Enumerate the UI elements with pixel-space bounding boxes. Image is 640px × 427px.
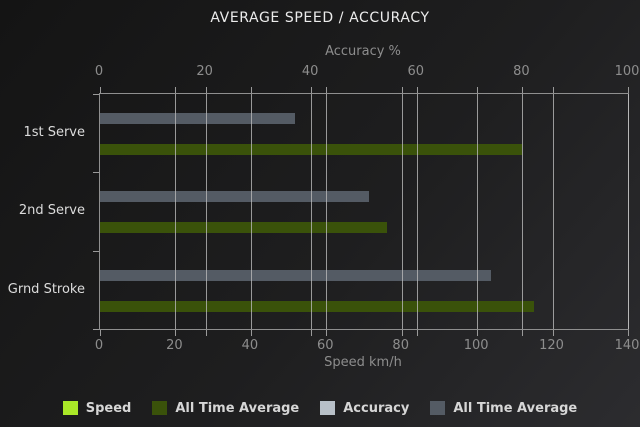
- bar-all-time-average: [100, 191, 369, 202]
- bottom-axis-tick-label: 120: [539, 338, 564, 353]
- bottom-scale-tick: [402, 330, 403, 336]
- top-scale-gridline: [417, 94, 418, 329]
- bottom-scale-tick: [175, 87, 176, 93]
- bottom-scale-gridline: [553, 94, 554, 329]
- bottom-axis-tick-label: 20: [166, 338, 183, 353]
- legend-item: All Time Average: [430, 401, 577, 416]
- bottom-scale-gridline: [175, 94, 176, 329]
- plot-area: [93, 87, 629, 336]
- top-scale-tick: [311, 87, 312, 93]
- bottom-axis-tick-label: 0: [94, 338, 104, 353]
- bottom-scale-tick: [326, 87, 327, 93]
- bottom-scale-tick: [628, 87, 629, 93]
- bottom-scale-tick: [100, 87, 101, 93]
- top-axis-tick-label: 100: [614, 64, 640, 79]
- bottom-scale-tick: [628, 330, 629, 336]
- legend-label: All Time Average: [453, 400, 578, 416]
- legend-label: Accuracy: [343, 400, 410, 416]
- bottom-scale-tick: [553, 330, 554, 336]
- bottom-scale-tick: [553, 87, 554, 93]
- bottom-scale-gridline: [628, 94, 629, 329]
- top-axis-title: Accuracy %: [325, 44, 401, 59]
- category-label: 2nd Serve: [18, 203, 85, 218]
- chart-title: AVERAGE SPEED / ACCURACY: [210, 10, 430, 26]
- top-scale-gridline: [522, 94, 523, 329]
- top-axis-tick-label: 0: [94, 64, 104, 79]
- category-boundary-tick: [93, 94, 99, 95]
- bottom-axis-title: Speed km/h: [324, 355, 402, 370]
- top-axis-tick-label: 20: [196, 64, 213, 79]
- category-label: 1st Serve: [23, 125, 85, 140]
- bar-all-time-average: [100, 222, 387, 233]
- legend: Speed All Time Average Accuracy All Time Av…: [0, 396, 640, 420]
- top-scale-gridline: [206, 94, 207, 329]
- bottom-axis-tick-label: 60: [317, 338, 334, 353]
- legend-swatch: [152, 401, 168, 415]
- top-scale-tick: [417, 330, 418, 336]
- bar-all-time-average: [100, 301, 534, 312]
- category-label: Grnd Stroke: [7, 282, 85, 297]
- legend-item: Speed: [62, 400, 132, 416]
- top-scale-tick: [206, 330, 207, 336]
- top-scale-tick: [522, 330, 523, 336]
- bottom-scale-tick: [175, 330, 176, 336]
- top-axis-tick-label: 80: [513, 64, 530, 79]
- top-axis-tick-label: 40: [301, 64, 319, 79]
- bottom-scale-tick: [251, 87, 252, 93]
- category-boundary-tick: [93, 329, 99, 330]
- bottom-scale-gridline: [402, 94, 403, 329]
- bottom-scale-gridline: [326, 94, 327, 329]
- bar-all-time-average: [100, 113, 295, 124]
- bottom-axis-tick-label: 140: [614, 338, 640, 353]
- legend-item: Accuracy: [320, 401, 409, 416]
- bottom-axis-tick-label: 100: [463, 338, 489, 353]
- top-scale-gridline: [311, 94, 312, 329]
- bottom-scale-gridline: [477, 94, 478, 329]
- bottom-scale-tick: [402, 87, 403, 93]
- bottom-scale-tick: [100, 330, 101, 336]
- bottom-scale-tick: [477, 330, 478, 336]
- legend-swatch: [62, 401, 78, 415]
- legend-swatch: [430, 401, 446, 415]
- bottom-scale-gridline: [251, 94, 252, 329]
- bottom-scale-tick: [251, 330, 252, 336]
- top-scale-tick: [417, 87, 418, 93]
- category-boundary-tick: [93, 172, 99, 173]
- top-scale-tick: [522, 87, 523, 93]
- legend-label: Speed: [85, 400, 132, 416]
- bottom-axis-tick-label: 80: [392, 338, 409, 353]
- bar-all-time-average: [100, 270, 491, 281]
- legend-swatch: [320, 401, 336, 415]
- bottom-scale-tick: [326, 330, 327, 336]
- bottom-axis-tick-label: 40: [241, 338, 259, 353]
- category-boundary-tick: [93, 251, 99, 252]
- bottom-scale-tick: [477, 87, 478, 93]
- top-axis-tick-label: 60: [407, 64, 425, 79]
- top-scale-tick: [311, 330, 312, 336]
- legend-label: All Time Average: [175, 400, 300, 416]
- legend-item: All Time Average: [152, 401, 299, 416]
- top-scale-tick: [206, 87, 207, 93]
